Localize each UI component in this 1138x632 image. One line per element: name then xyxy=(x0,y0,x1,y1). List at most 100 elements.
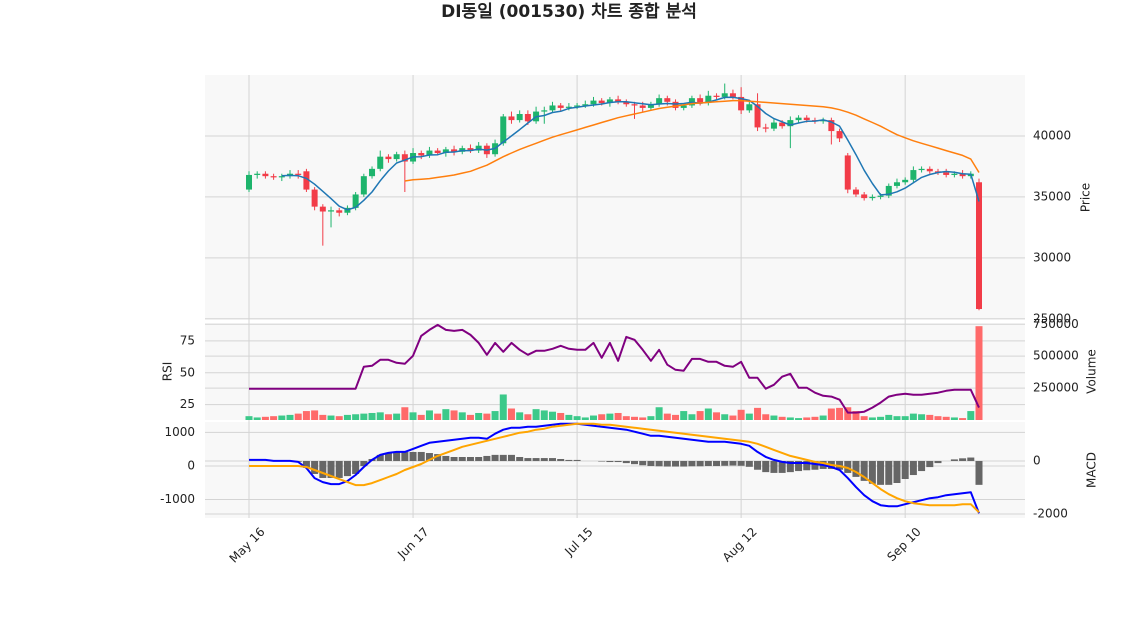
bar xyxy=(631,460,639,465)
candle-body xyxy=(270,176,277,178)
bar xyxy=(343,460,351,477)
bar xyxy=(401,451,409,461)
bar xyxy=(557,412,565,420)
y-tick-label: 75 xyxy=(180,333,195,347)
bar xyxy=(483,413,491,420)
bar xyxy=(852,460,860,477)
bar xyxy=(622,460,630,464)
bar xyxy=(516,457,524,461)
candle-body xyxy=(590,100,597,105)
bar xyxy=(606,460,614,463)
bar xyxy=(754,460,762,470)
moving-average-line xyxy=(404,99,980,182)
candle-body xyxy=(746,104,753,111)
bar xyxy=(885,460,893,485)
bar xyxy=(811,460,819,470)
candle-body xyxy=(631,104,638,106)
candle-body xyxy=(418,153,425,156)
bar xyxy=(901,416,909,420)
candle-body xyxy=(369,168,376,177)
bar xyxy=(647,460,655,467)
candle-body xyxy=(434,150,441,154)
bar xyxy=(450,410,458,420)
candle-body xyxy=(246,174,252,190)
bar xyxy=(795,418,803,420)
bar xyxy=(655,460,663,467)
bar xyxy=(811,416,819,420)
candle-body xyxy=(787,120,794,127)
candle-body xyxy=(328,210,335,212)
candle-body xyxy=(721,93,728,97)
y2-tick-label: 250000 xyxy=(1033,381,1079,395)
candle-body xyxy=(877,195,884,197)
candle-body xyxy=(902,179,909,183)
bar xyxy=(827,408,835,420)
candle-body xyxy=(557,105,564,108)
bar xyxy=(327,460,335,478)
bar xyxy=(713,460,721,467)
y-tick-label: 1000 xyxy=(164,425,195,439)
bar xyxy=(360,413,368,420)
bar xyxy=(786,417,794,420)
bar xyxy=(335,460,343,478)
bar xyxy=(466,414,474,420)
candle-body xyxy=(598,100,605,104)
bar xyxy=(319,414,327,420)
x-tick-label: May 16 xyxy=(227,525,268,566)
candle-body xyxy=(623,101,630,105)
bar xyxy=(680,460,688,467)
bar xyxy=(688,460,696,467)
bar xyxy=(352,414,360,420)
bar xyxy=(368,412,376,420)
candle-body xyxy=(516,114,523,121)
bar xyxy=(836,407,844,420)
bar xyxy=(942,416,950,420)
bar xyxy=(877,460,885,485)
bar xyxy=(352,460,360,474)
bar xyxy=(302,411,310,420)
chart-title: DI동일 (001530) 차트 종합 분석 xyxy=(441,1,697,22)
bar xyxy=(286,414,294,420)
bar xyxy=(393,451,401,461)
bar xyxy=(885,414,893,420)
bar xyxy=(844,407,852,420)
bar xyxy=(647,416,655,420)
bar xyxy=(778,416,786,420)
bar xyxy=(803,460,811,471)
bar xyxy=(745,460,753,467)
bar xyxy=(573,459,581,461)
bar xyxy=(376,412,384,420)
candle-body xyxy=(738,96,745,111)
bar xyxy=(663,413,671,420)
bar xyxy=(425,453,433,461)
y2-tick-label: -2000 xyxy=(1033,507,1068,521)
bar xyxy=(959,418,967,420)
candle-body xyxy=(262,173,269,177)
bar xyxy=(384,453,392,461)
indicator-line xyxy=(249,422,980,514)
candle-body xyxy=(254,173,261,175)
bar xyxy=(335,416,343,420)
bar xyxy=(425,410,433,420)
y-tick-label: -1000 xyxy=(160,492,195,506)
candle-body xyxy=(377,156,384,169)
bar xyxy=(721,414,729,420)
bar xyxy=(302,460,310,468)
candle-body xyxy=(828,120,835,132)
bar xyxy=(721,460,729,466)
bar xyxy=(672,414,680,420)
y-tick-label: 40000 xyxy=(1033,128,1071,142)
bar xyxy=(926,414,934,420)
bar xyxy=(934,460,942,464)
y-tick-label: 25000 xyxy=(1033,311,1071,325)
bar xyxy=(877,416,885,420)
bar xyxy=(458,457,466,461)
bar xyxy=(803,417,811,420)
bar xyxy=(450,457,458,461)
bar xyxy=(491,411,499,420)
bar xyxy=(491,454,499,461)
candle-body xyxy=(729,93,736,97)
candle-body xyxy=(664,98,671,102)
candle-body xyxy=(385,156,392,160)
